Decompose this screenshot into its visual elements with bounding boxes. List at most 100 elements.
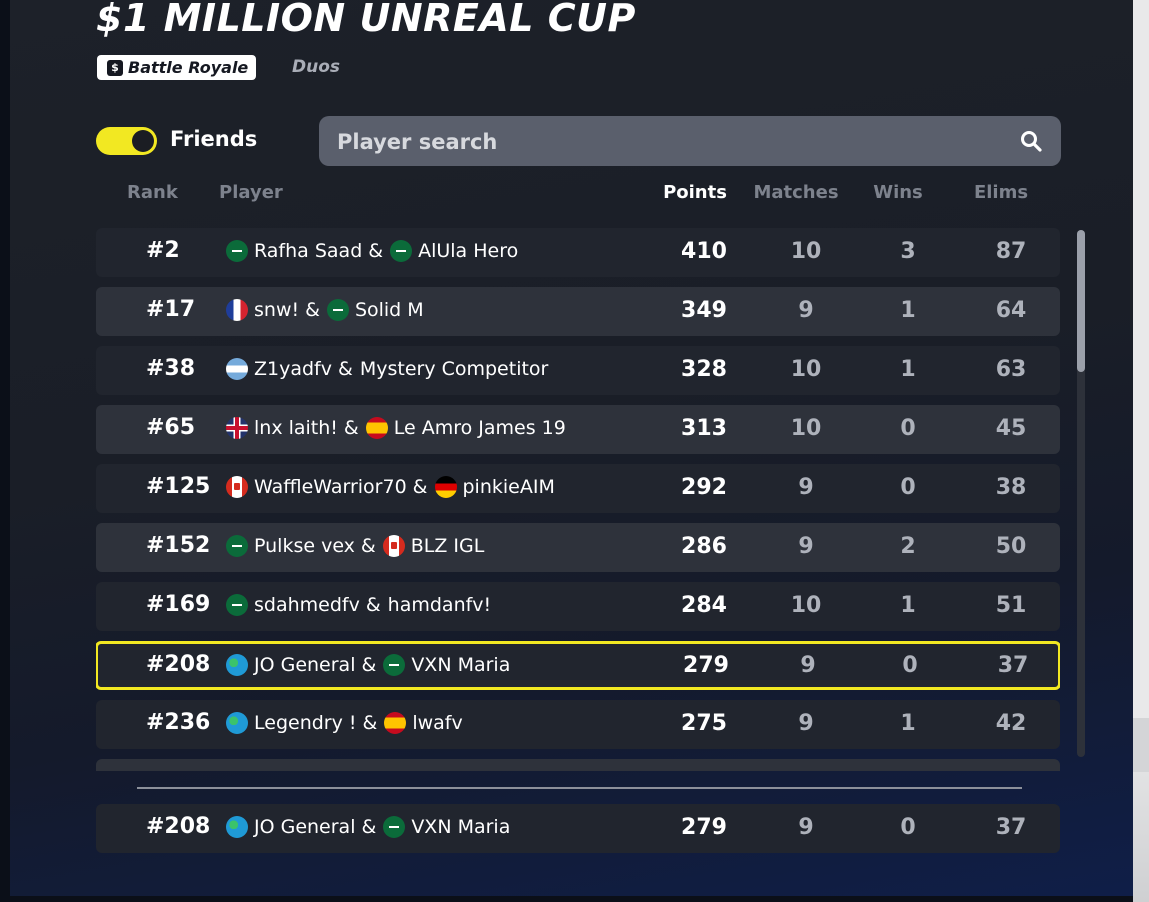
leaderboard-row[interactable]: #152 Pulkse vex & BLZ IGL 286 9 2 50 [96, 523, 1060, 572]
matches-cell: 9 [800, 653, 816, 678]
elims-cell: 45 [995, 416, 1027, 441]
player-cell: WaffleWarrior70 & pinkieAIM [226, 476, 555, 498]
sa-flag-icon [326, 299, 349, 321]
divider [137, 787, 1022, 789]
player-cell: lnx laith! & Le Amro James 19 [226, 417, 566, 439]
rank-cell: #17 [146, 297, 196, 322]
player-name[interactable]: Le Amro James 19 [393, 417, 566, 439]
player-cell: JO General & VXN Maria [226, 816, 510, 838]
column-header-elims[interactable]: Elims [973, 182, 1029, 203]
mode-label: Battle Royale [128, 58, 249, 77]
player-name[interactable]: Mystery Competitor [359, 358, 549, 380]
column-header-player: Player [219, 182, 283, 203]
sa-flag-icon [226, 535, 248, 557]
ampersand: & [412, 476, 428, 498]
leaderboard-row[interactable]: #2 Rafha Saad & AlUla Hero 410 10 3 87 [96, 228, 1060, 277]
player-name[interactable]: Z1yadfv [254, 358, 332, 380]
leaderboard-row[interactable]: #65 lnx laith! & Le Amro James 19 313 10 0 45 [96, 405, 1060, 454]
rank-cell: #125 [146, 474, 211, 499]
ampersand: & [361, 816, 377, 838]
elims-cell: 64 [995, 298, 1027, 323]
player-search-box[interactable] [319, 116, 1061, 166]
points-cell: 279 [681, 815, 727, 840]
rank-cell: #236 [146, 710, 211, 735]
elims-cell: 51 [995, 593, 1027, 618]
elims-cell: 50 [995, 534, 1027, 559]
column-header-wins[interactable]: Wins [873, 182, 923, 203]
ampersand: & [362, 712, 378, 734]
leaderboard-row[interactable]: #125 WaffleWarrior70 & pinkieAIM 292 9 0 38 [96, 464, 1060, 513]
player-search-input[interactable] [335, 126, 999, 158]
player-name[interactable]: Solid M [354, 299, 424, 321]
leaderboard-row[interactable]: #169 sdahmedfv & hamdanfv! 284 10 1 51 [96, 582, 1060, 631]
leaderboard-list[interactable]: #2 Rafha Saad & AlUla Hero 410 10 3 87 #17 snw! & S… [96, 228, 1060, 771]
player-name[interactable]: Legendry ! [254, 712, 357, 734]
ampersand: & [361, 654, 377, 676]
wins-cell: 1 [900, 357, 916, 382]
search-icon[interactable] [1019, 129, 1043, 153]
elims-cell: 37 [995, 815, 1027, 840]
player-name[interactable]: VXN Maria [411, 816, 511, 838]
ampersand: & [343, 417, 359, 439]
elims-cell: 38 [995, 475, 1027, 500]
player-cell: Rafha Saad & AlUla Hero [226, 240, 518, 262]
player-name[interactable]: JO General [254, 654, 356, 676]
wins-cell: 3 [900, 239, 916, 264]
points-cell: 313 [681, 416, 727, 441]
rank-cell: #152 [146, 533, 211, 558]
player-name[interactable]: snw! [254, 299, 300, 321]
player-name[interactable]: JO General [254, 816, 356, 838]
matches-cell: 10 [790, 239, 822, 264]
rank-cell: #208 [146, 814, 211, 839]
globe-icon [226, 654, 248, 676]
sa-flag-icon [383, 816, 406, 838]
friends-label: Friends [170, 127, 258, 151]
elims-cell: 42 [995, 711, 1027, 736]
scrollbar-thumb[interactable] [1077, 230, 1085, 373]
player-name[interactable]: VXN Maria [411, 654, 511, 676]
leaderboard-row[interactable]: #236 Legendry ! & lwafv 275 9 1 42 [96, 700, 1060, 749]
player-name[interactable]: Pulkse vex [254, 535, 355, 557]
my-entry-row[interactable]: #208 JO General & VXN Maria 279 9 0 37 [96, 804, 1060, 853]
sa-flag-icon [383, 654, 406, 676]
column-header-points[interactable]: Points [663, 182, 727, 203]
elims-cell: 63 [995, 357, 1027, 382]
wins-cell: 2 [900, 534, 916, 559]
player-name[interactable]: BLZ IGL [410, 535, 485, 557]
mode-type-label: Duos [292, 57, 341, 77]
player-cell: snw! & Solid M [226, 299, 424, 321]
points-cell: 279 [683, 653, 729, 678]
ampersand: & [365, 594, 381, 616]
player-name[interactable]: Rafha Saad [254, 240, 363, 262]
elims-cell: 87 [995, 239, 1027, 264]
gb-flag-icon [226, 417, 248, 439]
player-name[interactable]: lwafv [412, 712, 463, 734]
mode-badge: $ Battle Royale [97, 55, 257, 80]
leaderboard-row[interactable]: #38 Z1yadfv & Mystery Competitor 328 10 1 63 [96, 346, 1060, 395]
points-cell: 349 [681, 298, 727, 323]
wins-cell: 1 [900, 711, 916, 736]
sa-flag-icon [226, 240, 248, 262]
matches-cell: 9 [798, 815, 814, 840]
player-cell: Pulkse vex & BLZ IGL [226, 535, 484, 557]
matches-cell: 9 [798, 475, 814, 500]
leaderboard-row-partial[interactable] [96, 759, 1060, 771]
player-name[interactable]: AlUla Hero [418, 240, 519, 262]
scrollbar-track[interactable] [1077, 230, 1085, 757]
friends-toggle[interactable] [96, 127, 157, 155]
player-name[interactable]: sdahmedfv [254, 594, 360, 616]
de-flag-icon [434, 476, 457, 498]
player-name[interactable]: hamdanfv! [387, 594, 492, 616]
leaderboard-row[interactable]: #17 snw! & Solid M 349 9 1 64 [96, 287, 1060, 336]
player-name[interactable]: WaffleWarrior70 [254, 476, 407, 498]
player-name[interactable]: pinkieAIM [462, 476, 555, 498]
globe-icon [226, 712, 248, 734]
player-cell: Z1yadfv & Mystery Competitor [226, 358, 548, 380]
leaderboard-row-highlighted[interactable]: #208 JO General & VXN Maria 279 9 0 37 [96, 641, 1060, 690]
player-name[interactable]: lnx laith! [254, 417, 338, 439]
ca-flag-icon [382, 535, 405, 557]
wins-cell: 0 [900, 475, 916, 500]
column-header-matches[interactable]: Matches [753, 182, 839, 203]
wins-cell: 0 [900, 815, 916, 840]
toggle-knob [132, 130, 154, 152]
